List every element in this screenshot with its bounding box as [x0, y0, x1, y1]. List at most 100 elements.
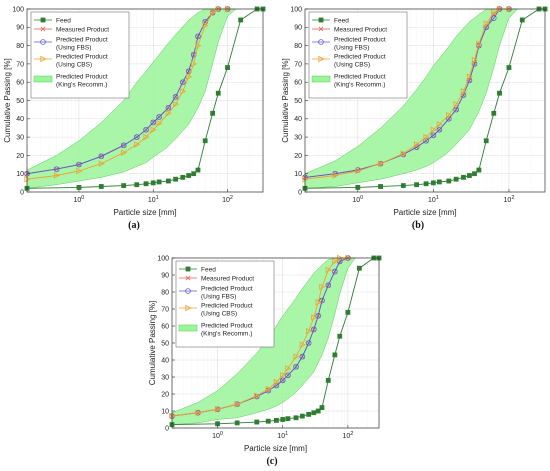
data-point: [491, 9, 498, 16]
legend-symbol-1-marker: [318, 17, 324, 23]
y-tick-label: 40: [294, 116, 302, 123]
data-point: [332, 172, 339, 179]
data-point: [319, 405, 325, 410]
data-point: [254, 419, 260, 425]
x-tick-label: 102: [342, 431, 353, 440]
data-point: [332, 352, 338, 358]
legend-entry-3: (Using FBS): [201, 293, 236, 300]
data-point: [378, 184, 383, 189]
band-kings-recommendation: [26, 8, 237, 189]
legend-box: [308, 11, 408, 99]
data-point: [172, 94, 179, 100]
y-tick-label: 10: [16, 171, 24, 178]
data-point: [476, 167, 482, 173]
data-point: [191, 60, 198, 68]
x-tick-label: 101: [428, 195, 439, 204]
legend-entry-1: Feed: [334, 17, 349, 24]
y-tick-label: 80: [161, 289, 169, 296]
data-point: [466, 73, 473, 80]
data-point: [311, 314, 318, 321]
legend-entry-4: (Using CBS): [334, 61, 370, 68]
legend-symbol-1-marker: [40, 17, 46, 23]
data-point: [325, 266, 332, 274]
data-point: [215, 90, 221, 96]
legend-entry-3: (Using FBS): [56, 44, 91, 51]
data-point: [337, 333, 343, 339]
data-point: [430, 180, 436, 186]
y-tick-label: 0: [20, 189, 24, 196]
data-point: [133, 134, 140, 140]
data-point: [273, 378, 280, 386]
legend-entry-4: Predicted Product: [334, 53, 386, 60]
data-point: [332, 268, 338, 275]
data-point: [195, 167, 201, 173]
legend-symbol-2-marker: [185, 275, 191, 281]
data-point: [202, 138, 208, 144]
data-point: [76, 185, 82, 190]
data-point: [467, 173, 472, 178]
data-point: [356, 265, 362, 271]
y-tick-label: 40: [16, 116, 24, 123]
data-point: [430, 126, 437, 134]
data-point: [400, 183, 406, 188]
y-tick-label: 10: [294, 171, 302, 178]
data-point: [315, 312, 321, 319]
data-point: [165, 110, 172, 117]
data-point: [274, 417, 279, 423]
legend-symbol-1-marker: [185, 266, 191, 272]
y-tick-label: 100: [290, 6, 302, 13]
data-point: [195, 33, 201, 40]
legend-entry-2: Measured Product: [201, 275, 254, 282]
data-point: [120, 142, 127, 149]
legend-symbol-3-marker: [318, 39, 324, 45]
y-tick-label: 60: [161, 323, 169, 330]
legend-entry-4: Predicted Product: [56, 53, 108, 60]
y-axis-label: Cumulative Passing [%]: [281, 58, 290, 142]
data-point: [315, 298, 322, 306]
data-point: [265, 385, 272, 393]
data-point: [180, 79, 186, 85]
legend-entry-3: Predicted Product: [201, 285, 253, 292]
y-tick-label: 70: [161, 306, 169, 313]
data-point: [293, 353, 300, 360]
data-point: [285, 416, 291, 422]
y-tick-label: 50: [161, 340, 169, 347]
legend-symbol-5: [33, 75, 53, 83]
data-point: [186, 173, 192, 178]
legend-entry-5: Predicted Product: [56, 73, 108, 80]
y-tick-label: 90: [16, 25, 24, 32]
data-point: [519, 17, 525, 23]
data-point: [150, 180, 156, 186]
legend-entry-5: (King's Recomm.): [201, 330, 252, 337]
legend-symbol-4-marker: [185, 304, 192, 312]
data-point: [471, 56, 478, 64]
data-point: [377, 160, 385, 167]
y-axis-label: Cumulative Passing [%]: [148, 301, 157, 385]
series-triangle-right: [24, 5, 231, 183]
legend-entry-5: (King's Recomm.): [56, 81, 107, 88]
data-point: [423, 181, 429, 187]
data-point: [134, 182, 140, 188]
y-tick-label: 30: [161, 374, 169, 381]
data-point: [165, 105, 172, 111]
data-point: [191, 171, 197, 177]
data-point: [355, 185, 361, 190]
data-point: [293, 415, 299, 421]
y-tick-label: 90: [161, 272, 169, 279]
legend-entry-4: (Using CBS): [201, 310, 237, 317]
data-point: [453, 106, 459, 113]
y-tick-label: 20: [16, 153, 24, 160]
y-tick-label: 70: [16, 61, 24, 68]
x-tick-label: 102: [222, 195, 233, 204]
legend-symbol-3-marker: [185, 288, 191, 294]
data-point: [345, 309, 351, 315]
x-axis-label: Particle size [mm]: [113, 208, 176, 217]
legend-entry-5: (King's Recomm.): [334, 81, 385, 88]
data-point: [156, 120, 163, 127]
legend-entry-1: Feed: [201, 266, 216, 273]
legend-entry-4: Predicted Product: [201, 302, 253, 309]
data-point: [315, 408, 321, 414]
legend-entry-3: Predicted Product: [56, 36, 108, 43]
data-point: [134, 141, 141, 148]
